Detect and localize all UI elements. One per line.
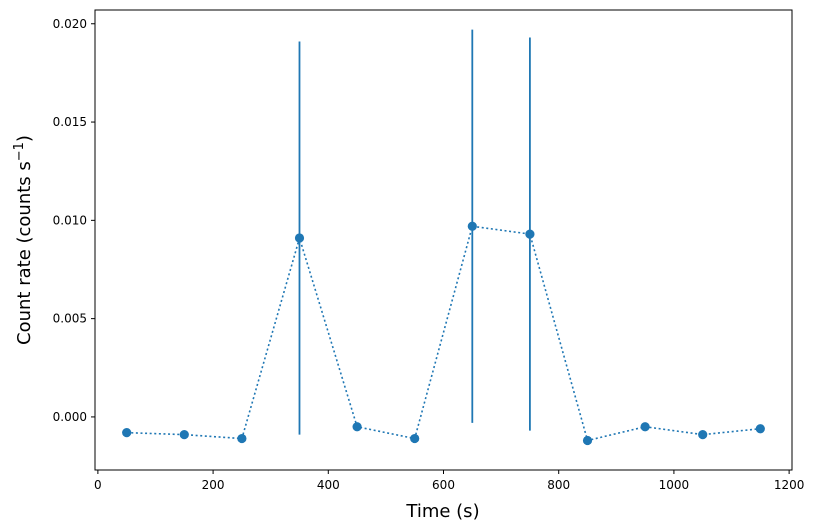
x-tick-label: 1000 [659, 478, 690, 492]
x-axis-label: Time (s) [405, 501, 479, 522]
y-axis-ticks: 0.000 0.005 0.010 0.015 0.020 [53, 17, 95, 424]
data-point [122, 428, 132, 438]
x-tick-label: 1200 [774, 478, 805, 492]
plot-marks [122, 29, 765, 446]
x-tick-label: 600 [432, 478, 455, 492]
data-point [467, 221, 477, 231]
data-point [582, 435, 593, 446]
y-tick-label: 0.000 [53, 410, 87, 424]
y-axis-label-superscript: −1 [12, 142, 27, 161]
data-point [755, 424, 765, 434]
data-point [640, 422, 650, 432]
y-axis-label-main: Count rate (counts s [14, 161, 35, 345]
series-line [126, 225, 761, 442]
y-tick-label: 0.015 [53, 115, 87, 129]
data-point [352, 422, 362, 432]
x-tick-label: 800 [547, 478, 570, 492]
x-tick-label: 200 [202, 478, 225, 492]
x-tick-label: 400 [317, 478, 340, 492]
y-tick-label: 0.010 [53, 213, 87, 227]
x-tick-label: 0 [94, 478, 102, 492]
data-point [294, 233, 305, 243]
y-axis-label-suffix: ) [14, 135, 35, 142]
data-point [179, 430, 189, 440]
data-point [410, 433, 420, 444]
y-tick-label: 0.005 [53, 312, 87, 326]
y-tick-label: 0.020 [53, 17, 87, 31]
data-point [237, 433, 247, 444]
data-point [698, 430, 708, 440]
plot-area [95, 10, 792, 470]
data-point [525, 229, 535, 239]
y-axis-label: Count rate (counts s−1) [12, 135, 35, 345]
x-axis-ticks: 0 200 400 600 800 1000 1200 [94, 470, 804, 492]
